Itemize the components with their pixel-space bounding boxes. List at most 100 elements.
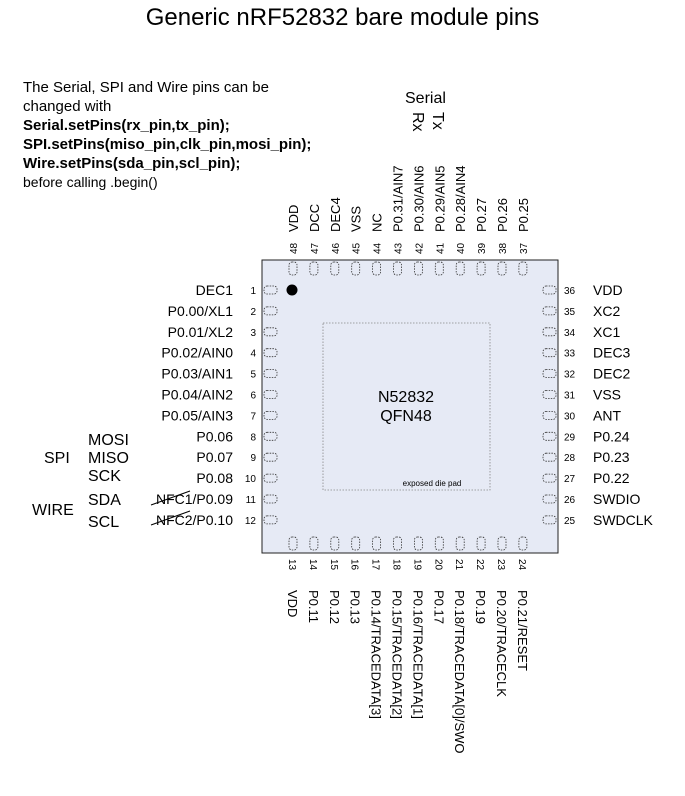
pin-pad-37 [518,261,528,276]
pin-pad-25 [542,515,557,525]
pin-number-47: 47 [310,242,321,254]
pin-name-swdio: SWDIO [593,491,641,507]
pin-number-46: 46 [331,242,342,254]
pin-pad-1 [263,285,278,295]
pin-pad-10 [263,473,278,483]
pin-name-p0-15-tracedata-2: P0.15/TRACEDATA[2] [390,590,405,719]
pin-number-48: 48 [289,242,300,254]
pin-pad-44 [372,261,382,276]
pin-pad-15 [330,536,340,551]
pin-number-34: 34 [564,328,576,339]
serial-label: Serial [405,90,446,107]
pin-number-17: 17 [370,559,381,571]
pin-number-12: 12 [245,516,257,527]
pin-name-p0-22: P0.22 [593,470,630,486]
pin-number-16: 16 [349,559,360,571]
pin1-indicator-dot [286,284,298,296]
pin-number-38: 38 [498,242,509,254]
pin-pad-45 [351,261,361,276]
pin-name-vdd: VDD [286,205,301,232]
pin-pad-5 [263,369,278,379]
pin-number-15: 15 [328,559,339,571]
spi-label: SPI [44,450,70,467]
miso-label: MISO [88,450,129,467]
mosi-label: MOSI [88,432,129,449]
pin-name-p0-04-ain2: P0.04/AIN2 [161,387,233,403]
pin-pad-34 [542,327,557,337]
pin-number-6: 6 [250,391,256,402]
spi-setpins-code: SPI.setPins(miso_pin,clk_pin,mosi_pin); [23,136,312,153]
pin-name-p0-00-xl1: P0.00/XL1 [168,303,234,319]
pin-name-p0-21-reset: P0.21/RESET [515,590,530,671]
pin-number-4: 4 [250,349,256,360]
pin-pad-24 [518,536,528,551]
pin-number-14: 14 [307,559,318,571]
sda-label: SDA [88,492,121,509]
pin-pad-8 [263,431,278,441]
pin-name-p0-08: P0.08 [196,470,233,486]
pin-number-18: 18 [391,559,402,571]
serial-setpins-code: Serial.setPins(rx_pin,tx_pin); [23,117,230,134]
pin-number-11: 11 [246,495,257,506]
pin-name-p0-27: P0.27 [474,198,489,232]
pin-number-2: 2 [250,307,256,318]
pin-name-p0-28-ain4: P0.28/AIN4 [453,166,468,233]
pin-pad-35 [542,306,557,316]
pin-name-swdclk: SWDCLK [593,512,654,528]
pin-name-dec4: DEC4 [328,197,343,232]
pin-name-p0-31-ain7: P0.31/AIN7 [391,166,406,233]
pin-name-p0-24: P0.24 [593,428,630,444]
pin-number-41: 41 [435,242,446,254]
pin-pad-14 [309,536,319,551]
pin-pad-20 [434,536,444,551]
exposed-pad-label: exposed die pad [403,479,462,488]
pin-pad-6 [263,390,278,399]
pin-pad-46 [330,261,340,276]
pin-name-p0-05-ain3: P0.05/AIN3 [161,407,233,423]
pin-name-p0-12: P0.12 [327,590,342,624]
pin-number-13: 13 [286,559,297,571]
pin-name-p0-25: P0.25 [516,198,531,232]
pin-number-10: 10 [245,474,257,485]
pin-number-8: 8 [250,432,256,443]
pin-number-24: 24 [516,559,527,571]
pin-labels: 1 DEC1 2 P0.00/XL1 3 P0.01/XL2 4 P0.02/AIN0 5 P0.… [156,166,654,754]
pin-name-p0-07: P0.07 [196,449,233,465]
note-line-3: before calling .begin() [23,174,158,190]
exposed-die-pad [322,322,491,491]
pin-number-39: 39 [477,242,488,254]
pin-pad-22 [476,536,486,551]
pin-number-35: 35 [564,307,576,318]
sck-label: SCK [88,468,121,485]
pin-number-21: 21 [453,559,464,571]
nfc2-strike-line [150,510,191,526]
pin-name-p0-13: P0.13 [348,590,363,624]
pin-pads [263,261,557,551]
pin-pad-31 [542,390,557,399]
pin-name-p0-14-tracedata-3: P0.14/TRACEDATA[3] [369,590,384,719]
pin-number-26: 26 [564,495,576,506]
pin-pad-2 [263,306,278,316]
pin-number-19: 19 [411,559,422,571]
serial-tx-label: Tx [429,112,446,130]
pin-pad-7 [263,410,278,420]
pin-number-9: 9 [250,453,256,464]
pin-name-vdd: VDD [285,590,300,617]
pin-name-p0-16-tracedata-1: P0.16/TRACEDATA[1] [410,590,425,719]
pin-name-dec2: DEC2 [593,366,631,382]
pin-name-dec1: DEC1 [196,282,234,298]
pin-number-45: 45 [352,242,363,254]
pin-name-vss: VSS [349,206,364,232]
serial-rx-label: Rx [409,112,426,132]
pin-number-32: 32 [564,370,576,381]
pin-pad-38 [497,261,507,276]
pin-pad-9 [263,452,278,462]
pin-name-xc1: XC1 [593,324,620,340]
chip-package: QFN48 [380,408,432,425]
pin-name-p0-23: P0.23 [593,449,630,465]
pin-pad-32 [542,369,557,379]
pin-number-36: 36 [564,286,576,297]
pin-name-dec3: DEC3 [593,345,631,361]
pin-name-nfc1-p0-09: NFC1/P0.09 [156,491,233,507]
